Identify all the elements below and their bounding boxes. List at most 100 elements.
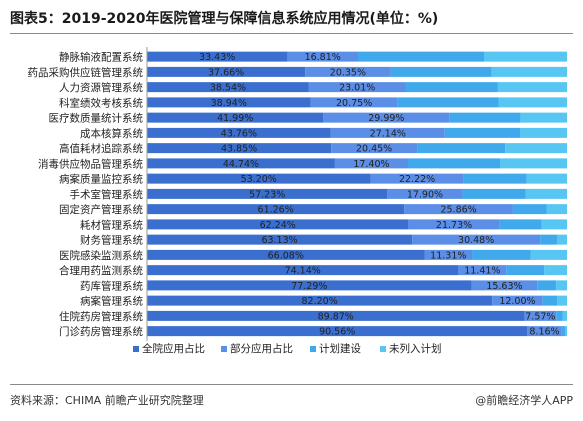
bar-segment — [397, 97, 499, 108]
bar-segment — [544, 265, 567, 276]
category-label: 固定资产管理系统 — [59, 203, 143, 216]
bar-segment — [444, 127, 521, 138]
data-label: 29.99% — [368, 113, 404, 124]
category-label: 手术室管理系统 — [70, 188, 144, 201]
bar-segment — [491, 66, 567, 77]
category-label: 耗材管理系统 — [80, 218, 143, 231]
legend: 全院应用占比 部分应用占比 计划建设 未列入计划 — [133, 342, 442, 355]
bar-segment — [542, 295, 558, 306]
bar-segment — [147, 97, 311, 108]
data-label: 74.14% — [285, 266, 321, 277]
category-label: 消毒供应物品管理系统 — [38, 157, 143, 170]
data-label: 43.76% — [221, 128, 257, 139]
data-label: 38.94% — [211, 98, 247, 109]
bar-segment — [147, 234, 413, 245]
bar-segment — [147, 173, 371, 184]
legend-label: 部分应用占比 — [230, 342, 293, 355]
bar-segment — [484, 51, 567, 62]
bar-segment — [331, 143, 418, 154]
category-label: 药品采购供应链管理系统 — [28, 66, 144, 79]
bar-segment — [407, 158, 501, 169]
bar-segment — [412, 234, 541, 245]
data-label: 20.45% — [356, 144, 392, 155]
bar-segment — [387, 188, 463, 199]
bar-segment — [556, 310, 563, 321]
bar-segment — [358, 51, 485, 62]
bar-segment — [147, 143, 332, 154]
data-label: 30.48% — [458, 235, 494, 246]
data-label: 43.85% — [221, 144, 257, 155]
bar-segment — [520, 112, 567, 123]
data-label: 20.75% — [336, 98, 372, 109]
category-label: 科室绩效考核系统 — [59, 96, 143, 109]
bar-segment — [564, 326, 567, 337]
data-label: 53.20% — [241, 174, 277, 185]
data-label: 11.41% — [464, 266, 500, 277]
bar-segment — [390, 66, 492, 77]
legend-label: 计划建设 — [319, 342, 361, 355]
data-label: 21.73% — [436, 220, 472, 231]
bar-segment — [147, 295, 493, 306]
bar-segment — [561, 326, 565, 337]
data-label: 12.00% — [499, 296, 535, 307]
source-note: 资料来源：CHIMA 前瞻产业研究院整理 — [10, 394, 204, 407]
data-label: 44.74% — [223, 159, 259, 170]
data-label: 90.56% — [319, 327, 355, 338]
bar-segment — [499, 219, 542, 230]
bar-segment — [530, 249, 567, 260]
data-label: 20.35% — [330, 67, 366, 78]
category-label: 药库管理系统 — [80, 279, 143, 292]
category-label: 医疗数质量统计系统 — [49, 112, 144, 125]
bar-segment — [147, 112, 324, 123]
data-label: 8.16% — [529, 327, 559, 338]
bar-segment — [147, 219, 409, 230]
data-label: 22.22% — [399, 174, 435, 185]
data-label: 17.40% — [353, 159, 389, 170]
bar-segment — [408, 219, 500, 230]
category-label: 财务管理系统 — [80, 234, 143, 247]
bar-segment — [492, 295, 543, 306]
stacked-bar-chart: 静脉输液配置系统药品采购供应链管理系统人力资源管理系统科室绩效考核系统医疗数质量… — [28, 47, 567, 355]
legend-label: 全院应用占比 — [142, 342, 205, 355]
bar-segment — [497, 82, 567, 93]
data-label: 62.24% — [260, 220, 296, 231]
bar-segment — [323, 112, 450, 123]
bar-segment — [287, 51, 359, 62]
bar-segment — [147, 310, 525, 321]
bar-segment — [506, 265, 545, 276]
data-label: 11.31% — [430, 250, 466, 261]
data-label: 25.86% — [440, 205, 476, 216]
bar-segment — [370, 173, 464, 184]
data-label: 41.99% — [217, 113, 253, 124]
footer-divider — [10, 384, 573, 385]
bar-segment — [556, 234, 567, 245]
data-label: 7.57% — [525, 311, 555, 322]
data-label: 77.29% — [291, 281, 327, 292]
bar-segment — [562, 310, 567, 321]
bar-segment — [557, 295, 567, 306]
bar-segment — [556, 280, 567, 291]
bar-segment — [537, 280, 557, 291]
bar-segment — [147, 326, 528, 337]
category-labels: 静脉输液配置系统药品采购供应链管理系统人力资源管理系统科室绩效考核系统医疗数质量… — [28, 51, 144, 339]
bar-segment — [472, 249, 531, 260]
category-label: 住院药房管理系统 — [59, 310, 143, 323]
legend-swatch — [133, 346, 139, 352]
legend-label: 未列入计划 — [389, 342, 442, 355]
bar-segment — [471, 280, 538, 291]
bar-segment — [147, 204, 405, 215]
legend-swatch — [380, 346, 386, 352]
category-label: 门诊药房管理系统 — [59, 325, 143, 338]
bar-segment — [305, 66, 391, 77]
bar-segment — [463, 173, 527, 184]
data-label: 66.08% — [268, 250, 304, 261]
data-label: 63.13% — [261, 235, 297, 246]
bar-segment — [308, 82, 406, 93]
data-label: 38.54% — [210, 83, 246, 94]
bar-segment — [525, 188, 567, 199]
bar-segment — [147, 280, 472, 291]
data-label: 89.87% — [318, 311, 354, 322]
bar-segment — [526, 173, 567, 184]
bar-segment — [541, 219, 567, 230]
category-label: 病案管理系统 — [80, 295, 143, 308]
